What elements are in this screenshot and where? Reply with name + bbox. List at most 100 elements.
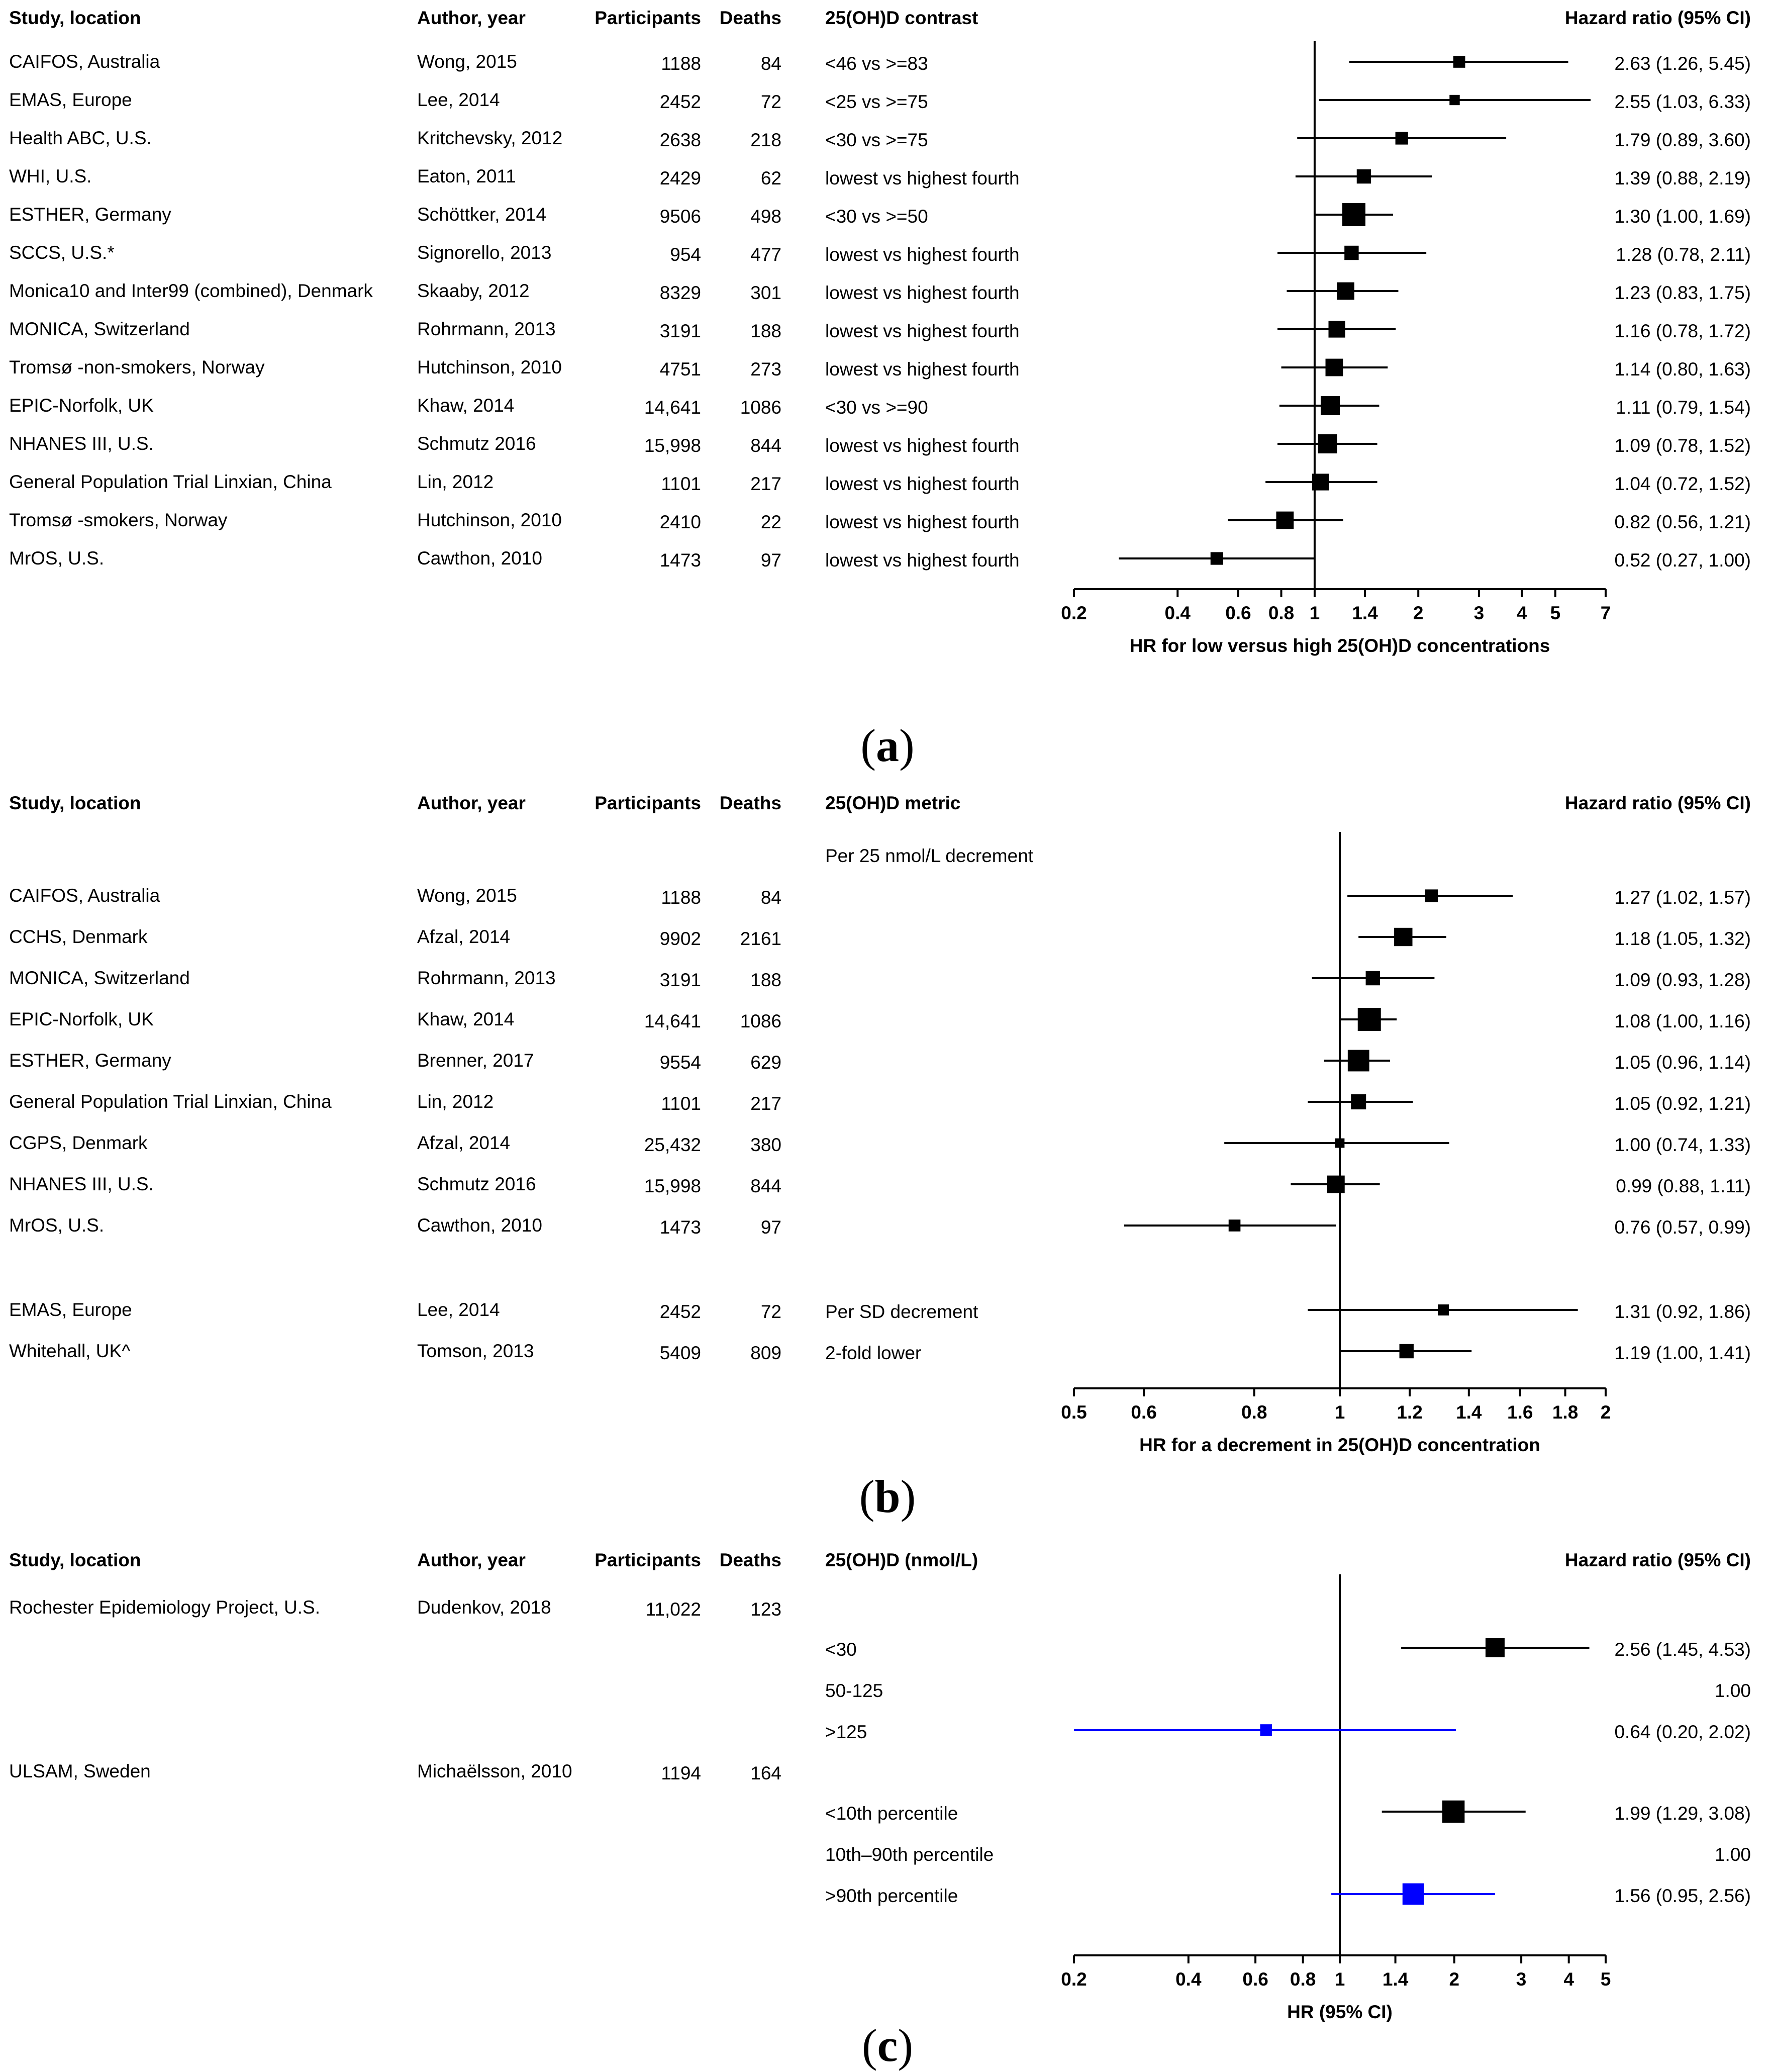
author-year: Skaaby, 2012 (417, 280, 530, 301)
study-location: Rochester Epidemiology Project, U.S. (9, 1597, 320, 1618)
deaths: 72 (761, 91, 781, 112)
header-author: Author, year (417, 8, 526, 28)
contrast-label: lowest vs highest fourth (825, 359, 1020, 380)
hazard-ratio-value: 0.99 (0.88, 1.11) (1616, 1176, 1751, 1196)
participants: 9902 (660, 928, 701, 949)
header-deaths: Deaths (720, 8, 781, 28)
hazard-ratio-value: 1.19 (1.00, 1.41) (1614, 1343, 1751, 1363)
hazard-ratio-value: 1.11 (0.79, 1.54) (1616, 397, 1751, 418)
hazard-ratio-value: 0.64 (0.20, 2.02) (1614, 1722, 1751, 1742)
hazard-ratio-value: 0.52 (0.27, 1.00) (1614, 550, 1751, 571)
author-year: Dudenkov, 2018 (417, 1597, 551, 1618)
author-year: Kritchevsky, 2012 (417, 128, 562, 148)
header-deaths: Deaths (720, 793, 781, 813)
participants: 2452 (660, 91, 701, 112)
header-participants: Participants (595, 8, 701, 28)
hazard-ratio-value: 1.00 (1715, 1844, 1751, 1865)
study-location: CGPS, Denmark (9, 1133, 148, 1153)
panel-label-b: (b) (859, 1471, 916, 1522)
point-estimate-marker (1276, 511, 1294, 529)
header-contrast: 25(OH)D (nmol/L) (825, 1550, 978, 1570)
panel-label-c: (c) (861, 2020, 914, 2071)
deaths: 1086 (740, 1011, 781, 1031)
study-location: ESTHER, Germany (9, 1050, 171, 1071)
study-location: ESTHER, Germany (9, 204, 171, 225)
deaths: 477 (750, 244, 781, 265)
deaths: 273 (750, 359, 781, 380)
header-study: Study, location (9, 1550, 141, 1570)
contrast-label: lowest vs highest fourth (825, 321, 1020, 341)
study-location: SCCS, U.S.* (9, 242, 115, 263)
forest-plot-b: Study, location Author, year Participants D… (9, 793, 1751, 1455)
panel-label-a: (a) (860, 720, 915, 771)
deaths: 844 (750, 435, 781, 456)
point-estimate-marker (1351, 1094, 1366, 1109)
point-estimate-marker (1328, 321, 1345, 338)
study-location: Whitehall, UK^ (9, 1341, 131, 1361)
study-location: General Population Trial Linxian, China (9, 1091, 332, 1112)
hazard-ratio-value: 1.00 (0.74, 1.33) (1614, 1135, 1751, 1155)
study-location: MrOS, U.S. (9, 548, 104, 569)
contrast-label: 2-fold lower (825, 1343, 921, 1363)
x-tick-label: 1.2 (1397, 1402, 1422, 1423)
author-year: Lin, 2012 (417, 1091, 494, 1112)
point-estimate-marker (1337, 282, 1354, 300)
point-estimate-marker (1399, 1344, 1414, 1359)
x-tick-label: 0.4 (1175, 1969, 1202, 1990)
study-location: CAIFOS, Australia (9, 885, 160, 906)
author-year: Rohrmann, 2013 (417, 968, 556, 988)
contrast-label: >125 (825, 1722, 867, 1742)
hazard-ratio-value: 1.05 (0.92, 1.21) (1614, 1093, 1751, 1114)
header-study: Study, location (9, 8, 141, 28)
participants: 1194 (661, 1763, 701, 1783)
hazard-ratio-value: 1.31 (0.92, 1.86) (1614, 1301, 1751, 1322)
x-tick-label: 2 (1601, 1402, 1611, 1423)
point-estimate-marker (1356, 169, 1371, 184)
point-estimate-marker (1260, 1724, 1272, 1736)
x-tick-label: 3 (1516, 1969, 1527, 1990)
x-tick-label: 0.6 (1131, 1402, 1156, 1423)
point-estimate-marker (1327, 1175, 1345, 1193)
x-tick-label: 4 (1517, 603, 1527, 623)
deaths: 188 (750, 321, 781, 341)
study-location: NHANES III, U.S. (9, 433, 154, 454)
hazard-ratio-value: 1.79 (0.89, 3.60) (1614, 130, 1751, 150)
contrast-label: lowest vs highest fourth (825, 244, 1020, 265)
participants: 1473 (660, 550, 701, 571)
x-tick-label: 1.4 (1383, 1969, 1409, 1990)
deaths: 72 (761, 1301, 781, 1322)
point-estimate-marker (1357, 1008, 1381, 1031)
participants: 15,998 (644, 435, 701, 456)
deaths: 809 (750, 1343, 781, 1363)
point-estimate-marker (1365, 971, 1380, 986)
author-year: Wong, 2015 (417, 51, 517, 72)
deaths: 84 (761, 53, 781, 74)
study-location: NHANES III, U.S. (9, 1174, 154, 1194)
point-estimate-marker (1449, 95, 1460, 106)
hazard-ratio-value: 2.55 (1.03, 6.33) (1614, 91, 1751, 112)
contrast-label: >90th percentile (825, 1886, 958, 1906)
x-tick-label: 1.4 (1352, 603, 1378, 623)
contrast-label: lowest vs highest fourth (825, 550, 1020, 571)
participants: 3191 (660, 970, 701, 990)
contrast-label: <30 vs >=50 (825, 206, 928, 227)
point-estimate-marker (1342, 203, 1366, 226)
participants: 1188 (661, 887, 701, 908)
deaths: 217 (750, 474, 781, 494)
contrast-label: <25 vs >=75 (825, 91, 928, 112)
x-tick-label: 0.6 (1225, 603, 1251, 623)
author-year: Cawthon, 2010 (417, 548, 542, 569)
point-estimate-marker (1325, 358, 1343, 376)
hazard-ratio-value: 1.39 (0.88, 2.19) (1614, 168, 1751, 189)
contrast-label: <30 vs >=90 (825, 397, 928, 418)
participants: 14,641 (644, 1011, 701, 1031)
contrast-label: lowest vs highest fourth (825, 435, 1020, 456)
x-tick-label: 2 (1449, 1969, 1460, 1990)
hazard-ratio-value: 1.09 (0.93, 1.28) (1614, 970, 1751, 990)
author-year: Afzal, 2014 (417, 926, 510, 947)
participants: 9554 (660, 1052, 701, 1073)
x-tick-label: 5 (1601, 1969, 1611, 1990)
deaths: 62 (761, 168, 781, 189)
study-location: CCHS, Denmark (9, 926, 148, 947)
participants: 14,641 (644, 397, 701, 418)
